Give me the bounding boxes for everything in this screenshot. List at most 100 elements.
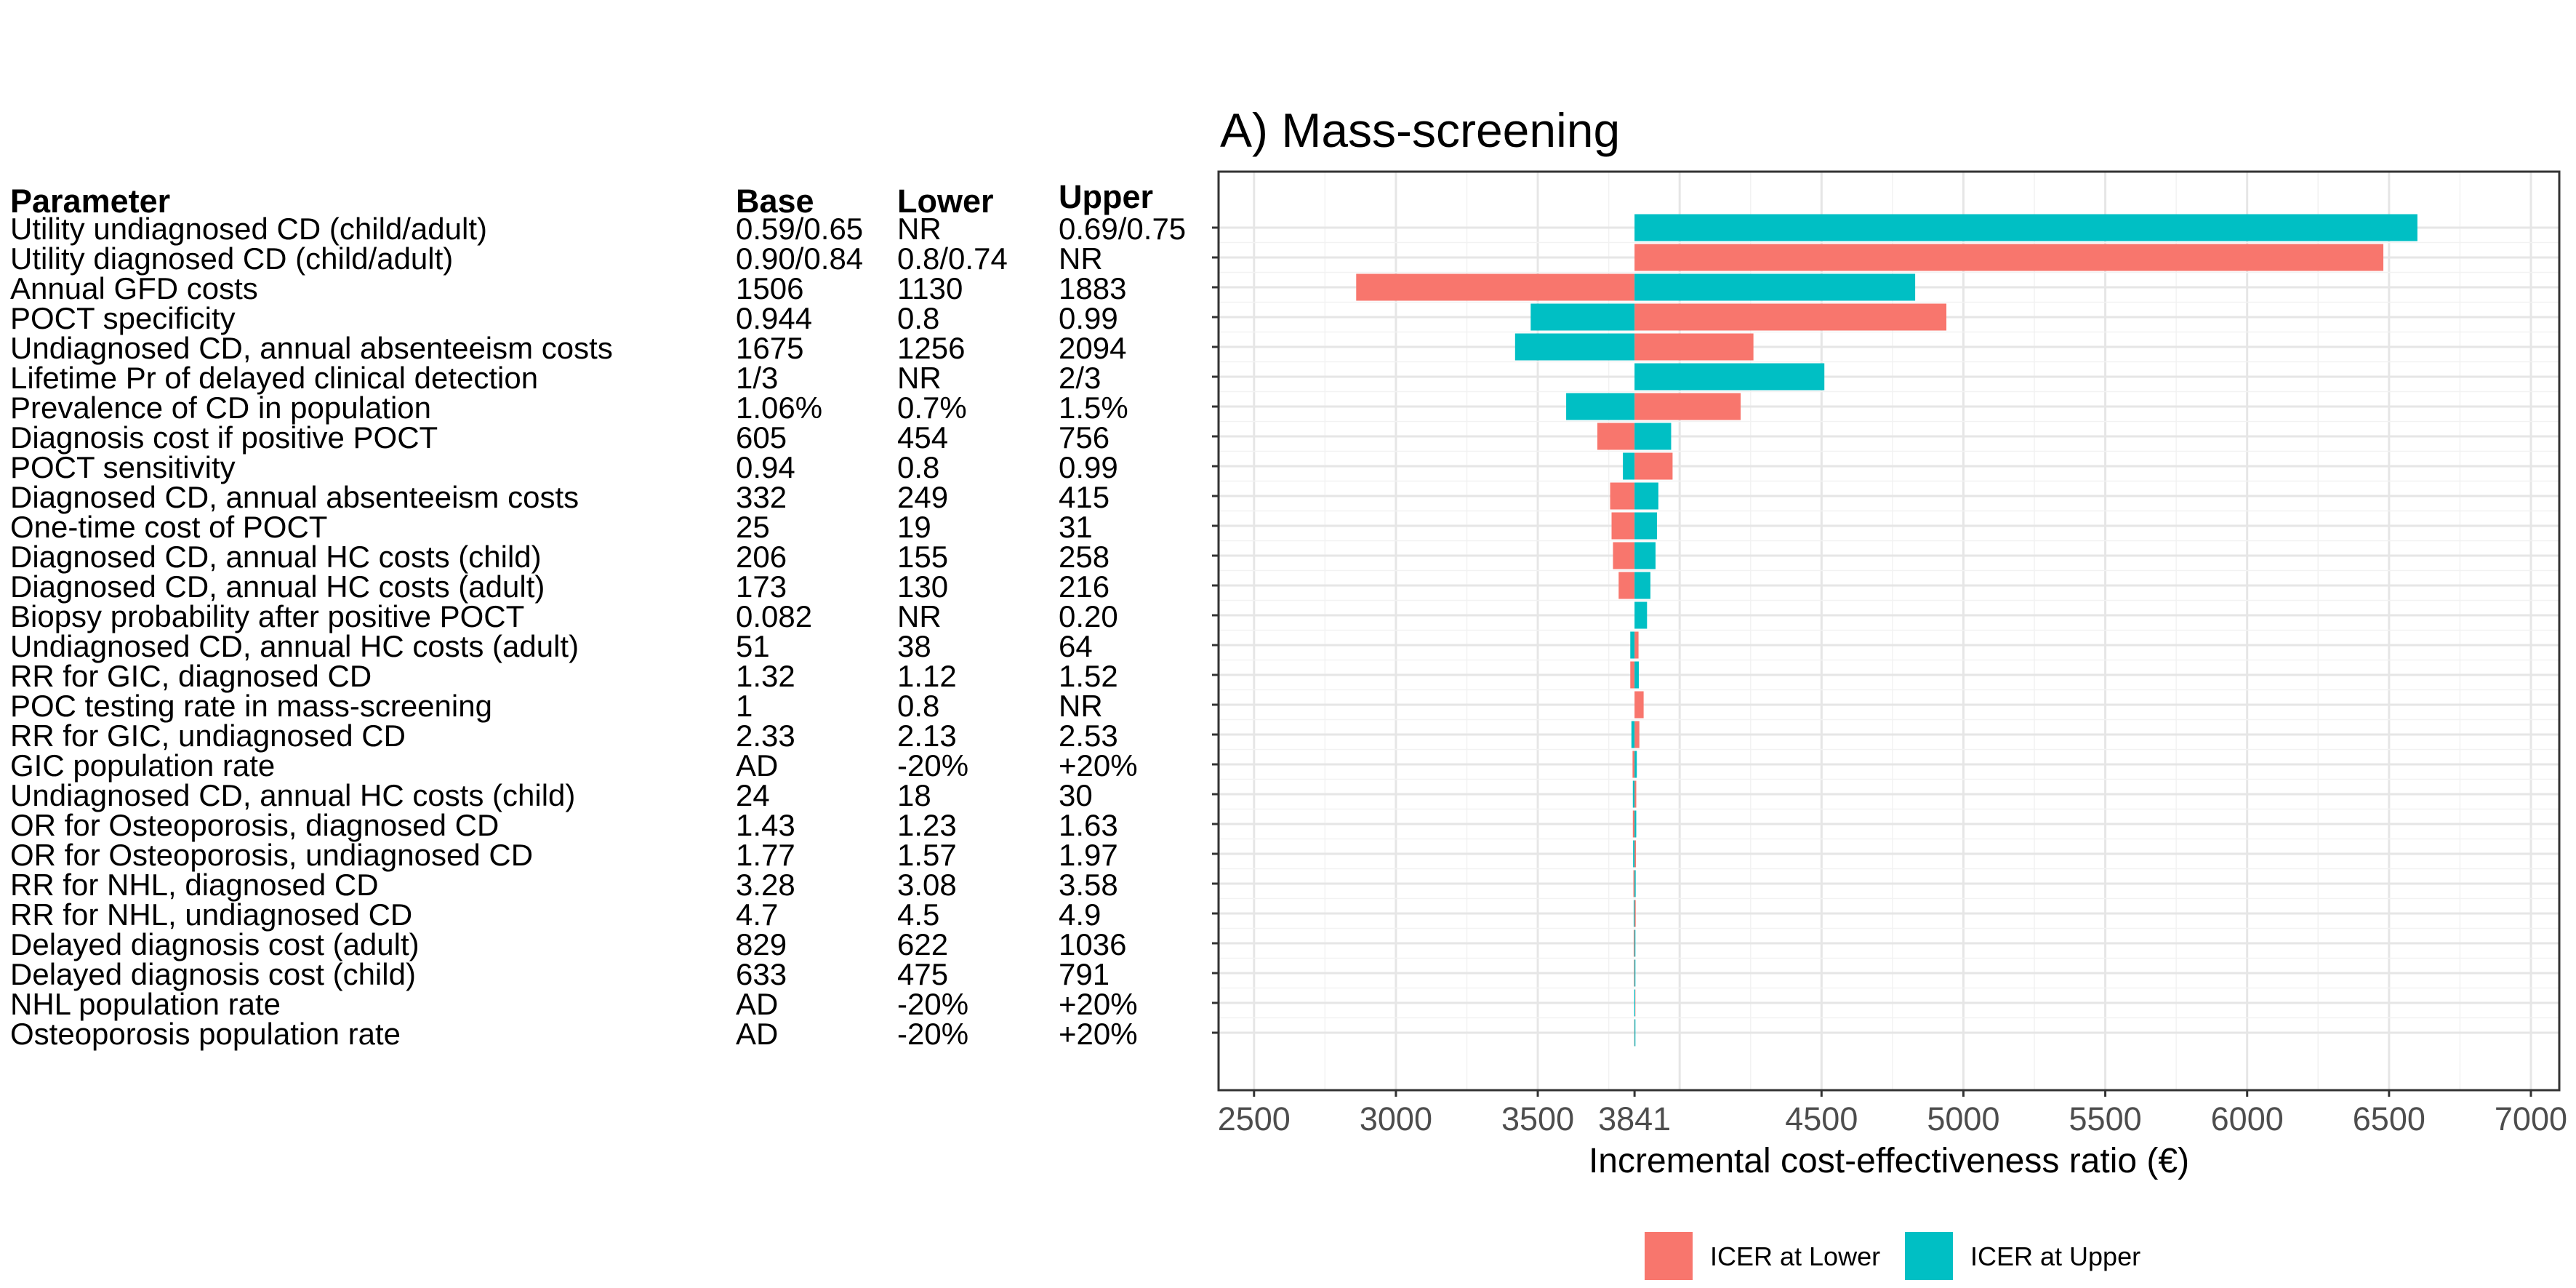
table-cell-parameter: Osteoporosis population rate: [10, 1017, 401, 1051]
legend: ICER at Lower ICER at Upper: [1645, 1232, 2140, 1280]
table-cell-lower: 0.7%: [897, 391, 967, 425]
table-cell-lower: 0.8: [897, 689, 939, 723]
bar-icer-lower: [1634, 780, 1637, 808]
bar-icer-upper: [1634, 572, 1650, 599]
table-cell-upper: 756: [1059, 420, 1110, 455]
bar-icer-lower: [1634, 303, 1947, 331]
table-cell-parameter: Prevalence of CD in population: [10, 391, 431, 425]
table-cell-upper: 1883: [1059, 271, 1126, 305]
table-cell-parameter: Lifetime Pr of delayed clinical detectio…: [10, 361, 538, 395]
bar-icer-upper: [1634, 989, 1635, 1017]
bar-icer-lower: [1597, 423, 1635, 450]
table-cell-base: 3.28: [736, 868, 795, 902]
table-cell-upper: 2/3: [1059, 361, 1101, 395]
table-cell-base: 25: [736, 510, 770, 544]
table-cell-upper: +20%: [1059, 987, 1138, 1021]
bar-icer-lower: [1634, 393, 1741, 420]
bar-icer-lower: [1634, 244, 2384, 271]
table-cell-base: 206: [736, 540, 787, 574]
bar-icer-upper: [1634, 661, 1639, 689]
table-cell-base: 1.32: [736, 659, 795, 693]
table-cell-base: 1.06%: [736, 391, 822, 425]
bar-icer-lower: [1634, 840, 1637, 868]
bar-icer-lower: [1618, 572, 1635, 599]
bar-icer-upper: [1634, 751, 1637, 778]
table-cell-base: 1.43: [736, 808, 795, 842]
table-cell-base: 1506: [736, 271, 803, 305]
table-cell-parameter: One-time cost of POCT: [10, 510, 327, 544]
table-cell-base: 1675: [736, 331, 803, 365]
table-cell-parameter: OR for Osteoporosis, diagnosed CD: [10, 808, 499, 842]
table-cell-lower: 2.13: [897, 719, 957, 753]
x-tick-label: 6500: [2353, 1100, 2425, 1137]
table-cell-lower: 4.5: [897, 897, 939, 932]
y-axis-ticks: [1212, 226, 1219, 1034]
bar-group: [1356, 214, 2417, 1047]
table-cell-parameter: Delayed diagnosis cost (adult): [10, 927, 420, 961]
table-cell-upper: 1036: [1059, 927, 1126, 961]
table-cell-upper: 258: [1059, 540, 1110, 574]
bar-icer-upper: [1634, 273, 1916, 301]
table-cell-upper: 415: [1059, 480, 1110, 514]
table-cell-base: 633: [736, 957, 787, 991]
table-cell-upper: 31: [1059, 510, 1093, 544]
table-cell-lower: 18: [897, 778, 931, 812]
bar-icer-upper: [1632, 780, 1635, 808]
x-tick-label: 5500: [2069, 1100, 2142, 1137]
bar-icer-upper: [1631, 721, 1635, 748]
table-cell-lower: 1.57: [897, 838, 957, 872]
bar-icer-upper: [1634, 542, 1656, 569]
table-cell-lower: -20%: [897, 1017, 968, 1051]
table-cell-upper: 216: [1059, 569, 1110, 604]
table-cell-base: 1/3: [736, 361, 778, 395]
bar-icer-upper: [1634, 810, 1637, 838]
bar-icer-lower: [1632, 810, 1635, 838]
table-cell-upper: 1.5%: [1059, 391, 1128, 425]
x-tick-label: 5000: [1927, 1100, 1999, 1137]
table-cell-lower: 19: [897, 510, 931, 544]
table-cell-parameter: Diagnosis cost if positive POCT: [10, 420, 438, 455]
x-axis-ticks: 2500 3000 3500 3841 4500 5000 5500 6000 6500 7000: [1218, 1090, 2567, 1137]
table-cell-lower: 1.12: [897, 659, 957, 693]
bar-icer-upper: [1634, 959, 1636, 987]
table-cell-parameter: POC testing rate in mass-screening: [10, 689, 492, 723]
chart-title: A) Mass-screening: [1220, 103, 1620, 157]
x-tick-label: 2500: [1218, 1100, 1291, 1137]
table-cell-upper: 30: [1059, 778, 1093, 812]
table-cell-lower: 1.23: [897, 808, 957, 842]
table-cell-parameter: NHL population rate: [10, 987, 281, 1021]
bar-icer-upper: [1634, 214, 2417, 241]
table-cell-lower: -20%: [897, 748, 968, 783]
table-cell-lower: NR: [897, 599, 942, 633]
table-cell-lower: 249: [897, 480, 948, 514]
bar-icer-lower: [1634, 452, 1673, 480]
table-cell-upper: 791: [1059, 957, 1110, 991]
table-cell-lower: 1130: [897, 271, 963, 305]
table-cell-upper: 0.20: [1059, 599, 1118, 633]
table-cell-upper: 0.69/0.75: [1059, 212, 1186, 246]
table-cell-parameter: Annual GFD costs: [10, 271, 258, 305]
bar-icer-upper: [1634, 482, 1658, 510]
table-cell-upper: 0.99: [1059, 450, 1118, 484]
table-cell-lower: 38: [897, 629, 931, 663]
bar-icer-lower: [1610, 482, 1635, 510]
legend-key-lower: [1645, 1232, 1693, 1280]
bar-icer-upper: [1634, 423, 1672, 450]
table-cell-upper: 2094: [1059, 331, 1126, 365]
x-tick-label: 3000: [1360, 1100, 1432, 1137]
table-cell-parameter: OR for Osteoporosis, undiagnosed CD: [10, 838, 533, 872]
table-cell-base: 829: [736, 927, 787, 961]
x-axis-title: Incremental cost-effectiveness ratio (€): [1589, 1142, 2189, 1180]
bar-icer-lower: [1633, 870, 1635, 897]
table-cell-base: 1: [736, 689, 753, 723]
table-cell-upper: NR: [1059, 689, 1103, 723]
bar-icer-upper: [1623, 452, 1635, 480]
bar-icer-lower: [1634, 333, 1754, 361]
table-cell-parameter: Diagnosed CD, annual HC costs (child): [10, 540, 542, 574]
table-cell-upper: 3.58: [1059, 868, 1118, 902]
table-cell-parameter: POCT specificity: [10, 301, 236, 335]
table-cell-upper: +20%: [1059, 748, 1138, 783]
table-cell-base: 0.94: [736, 450, 795, 484]
table-cell-upper: 4.9: [1059, 897, 1101, 932]
table-cell-upper: +20%: [1059, 1017, 1138, 1051]
